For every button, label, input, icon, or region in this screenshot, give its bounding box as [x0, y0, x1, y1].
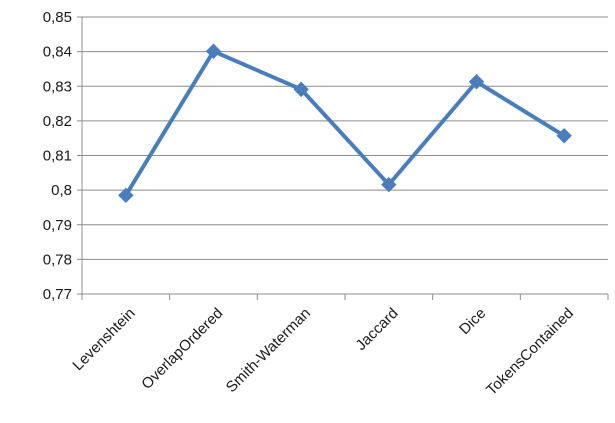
- y-tick-label: 0,81: [43, 148, 72, 165]
- x-category-label: Levenshtein: [69, 305, 138, 374]
- y-tick-label: 0,77: [43, 286, 72, 303]
- x-category-label: Jaccard: [352, 305, 401, 354]
- x-category-label: Smith-Waterman: [223, 305, 314, 396]
- data-point-marker: [381, 176, 397, 193]
- y-tick-label: 0,8: [51, 182, 72, 199]
- series-line: [123, 49, 567, 198]
- data-point-marker: [118, 187, 134, 204]
- axes: [77, 16, 609, 300]
- y-tick-label: 0,85: [43, 9, 72, 26]
- y-tick-label: 0,78: [43, 251, 72, 268]
- x-category-label: OverlapOrdered: [138, 305, 226, 393]
- y-tick-label: 0,83: [43, 78, 72, 95]
- gridlines: [82, 16, 608, 295]
- y-tick-label: 0,84: [43, 44, 72, 61]
- y-tick-label: 0,82: [43, 113, 72, 130]
- y-tick-label: 0,79: [43, 217, 72, 234]
- data-point-marker: [205, 43, 222, 59]
- data-point-marker: [293, 81, 309, 98]
- x-category-label: Dice: [456, 305, 489, 338]
- data-point-marker: [468, 74, 485, 90]
- y-tick-labels: 0,77 0,78 0,79 0,8 0,81 0,82 0,83 0,84 0,85: [43, 9, 72, 303]
- data-point-marker: [556, 128, 572, 144]
- x-category-label: TokensContained: [483, 305, 577, 399]
- series: [118, 43, 572, 204]
